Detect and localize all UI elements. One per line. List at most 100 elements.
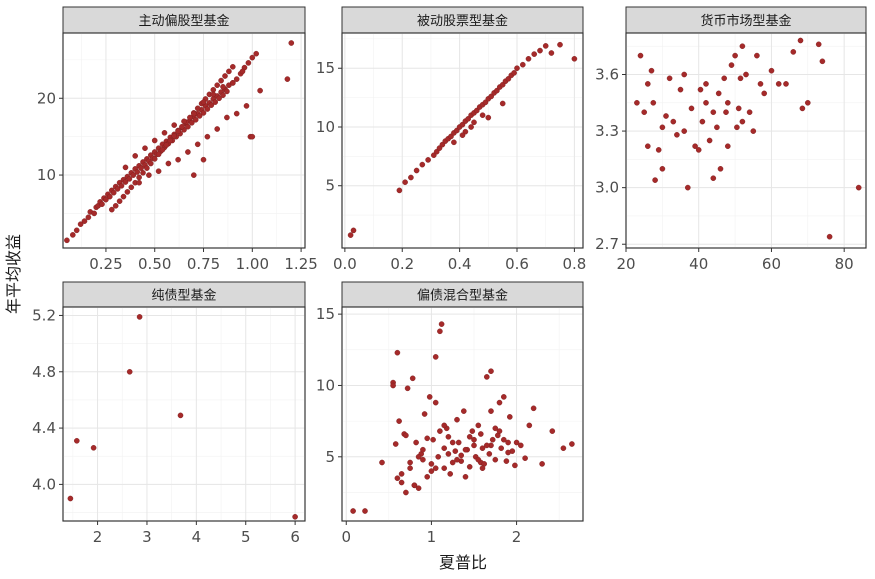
- data-point: [142, 145, 148, 151]
- panel-title: 货币市场型基金: [700, 13, 791, 29]
- data-point: [530, 405, 537, 412]
- data-point: [362, 508, 368, 514]
- data-point: [420, 456, 426, 463]
- y-tick-label: 4.8: [32, 363, 56, 381]
- data-point: [488, 408, 494, 414]
- data-point: [805, 100, 811, 106]
- data-point: [522, 455, 528, 462]
- data-point: [239, 68, 246, 75]
- x-tick-label: 2: [512, 528, 522, 546]
- data-point: [488, 368, 494, 375]
- x-tick-label: 1.25: [284, 255, 317, 273]
- data-point: [685, 184, 691, 191]
- data-point: [171, 122, 177, 128]
- data-point: [496, 428, 503, 434]
- data-point: [447, 471, 454, 477]
- data-point: [151, 156, 158, 162]
- data-point: [542, 43, 549, 49]
- data-point: [81, 218, 88, 224]
- data-point: [531, 51, 538, 57]
- data-point: [677, 86, 684, 93]
- data-point: [454, 456, 460, 463]
- panel-title: 偏债混合型基金: [417, 288, 508, 304]
- data-point: [398, 471, 405, 477]
- data-point: [91, 210, 97, 217]
- data-point: [750, 128, 757, 134]
- data-point: [187, 114, 193, 121]
- x-tick-label: 80: [835, 255, 854, 273]
- data-point: [413, 439, 419, 446]
- data-point: [471, 436, 477, 443]
- data-point: [214, 82, 220, 88]
- data-point: [637, 52, 644, 59]
- data-point: [761, 90, 768, 97]
- data-point: [404, 385, 411, 392]
- y-tick-label: 3.6: [595, 65, 619, 83]
- data-point: [725, 100, 731, 106]
- data-point: [396, 418, 402, 424]
- data-point: [415, 485, 422, 492]
- data-point: [194, 141, 201, 148]
- x-tick-label: 0.25: [89, 255, 122, 273]
- data-point: [190, 172, 197, 178]
- data-point: [449, 459, 456, 466]
- data-point: [220, 92, 226, 98]
- data-point: [407, 459, 413, 466]
- data-point: [181, 118, 187, 125]
- data-point: [706, 137, 713, 144]
- y-tick-label: 20: [37, 89, 56, 107]
- data-point: [489, 436, 496, 443]
- data-point: [699, 118, 706, 125]
- data-point: [257, 87, 263, 94]
- x-tick-label: 4: [192, 528, 202, 546]
- data-point: [479, 445, 486, 452]
- data-point: [146, 172, 152, 178]
- data-point: [90, 444, 97, 451]
- y-tick-label: 5: [325, 177, 335, 195]
- data-point: [165, 160, 172, 167]
- data-point: [471, 119, 477, 126]
- panel-title: 纯债型基金: [151, 288, 216, 304]
- panel-2: 被动股票型基金 0.0 0.2 0.4 0.6 0.8 5 10 15: [316, 6, 586, 273]
- data-point: [688, 105, 695, 112]
- data-point: [212, 99, 218, 105]
- data-point: [432, 399, 439, 406]
- data-point: [560, 445, 567, 452]
- data-point: [70, 232, 76, 238]
- data-point: [147, 160, 154, 167]
- panel-5: 偏债混合型基金 0 1 2 5 10 15: [316, 281, 584, 546]
- data-point: [103, 196, 109, 203]
- data-point: [539, 461, 545, 467]
- data-point: [136, 179, 142, 186]
- data-point: [190, 110, 197, 117]
- data-point: [288, 40, 295, 46]
- data-point: [557, 41, 563, 48]
- data-point: [855, 184, 862, 191]
- x-tick-label: 1: [427, 528, 437, 546]
- panel-border: [341, 306, 584, 522]
- data-point: [408, 174, 414, 181]
- data-point: [159, 146, 166, 153]
- data-point: [548, 50, 555, 56]
- data-point: [204, 133, 211, 140]
- data-point: [407, 465, 413, 472]
- data-point: [419, 161, 426, 168]
- data-point: [132, 153, 138, 159]
- data-point: [140, 169, 146, 176]
- data-point: [155, 168, 162, 174]
- data-point: [483, 374, 490, 380]
- data-point: [424, 435, 431, 442]
- data-point: [229, 64, 236, 70]
- data-point: [216, 95, 222, 102]
- data-point: [350, 227, 357, 234]
- data-point: [512, 462, 518, 469]
- data-point: [175, 128, 181, 135]
- data-point: [465, 116, 472, 122]
- panel-1: 主动偏股型基金 0.25 0.50 0.75 1.00 1.25 10 20: [37, 6, 318, 273]
- data-point: [797, 37, 804, 44]
- data-point: [525, 56, 532, 62]
- y-tick-label: 3.0: [595, 179, 619, 197]
- data-point: [513, 439, 520, 446]
- data-point: [394, 475, 401, 482]
- data-point: [185, 149, 191, 155]
